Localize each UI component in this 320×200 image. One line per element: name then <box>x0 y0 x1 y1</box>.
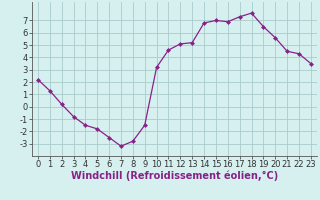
X-axis label: Windchill (Refroidissement éolien,°C): Windchill (Refroidissement éolien,°C) <box>71 171 278 181</box>
